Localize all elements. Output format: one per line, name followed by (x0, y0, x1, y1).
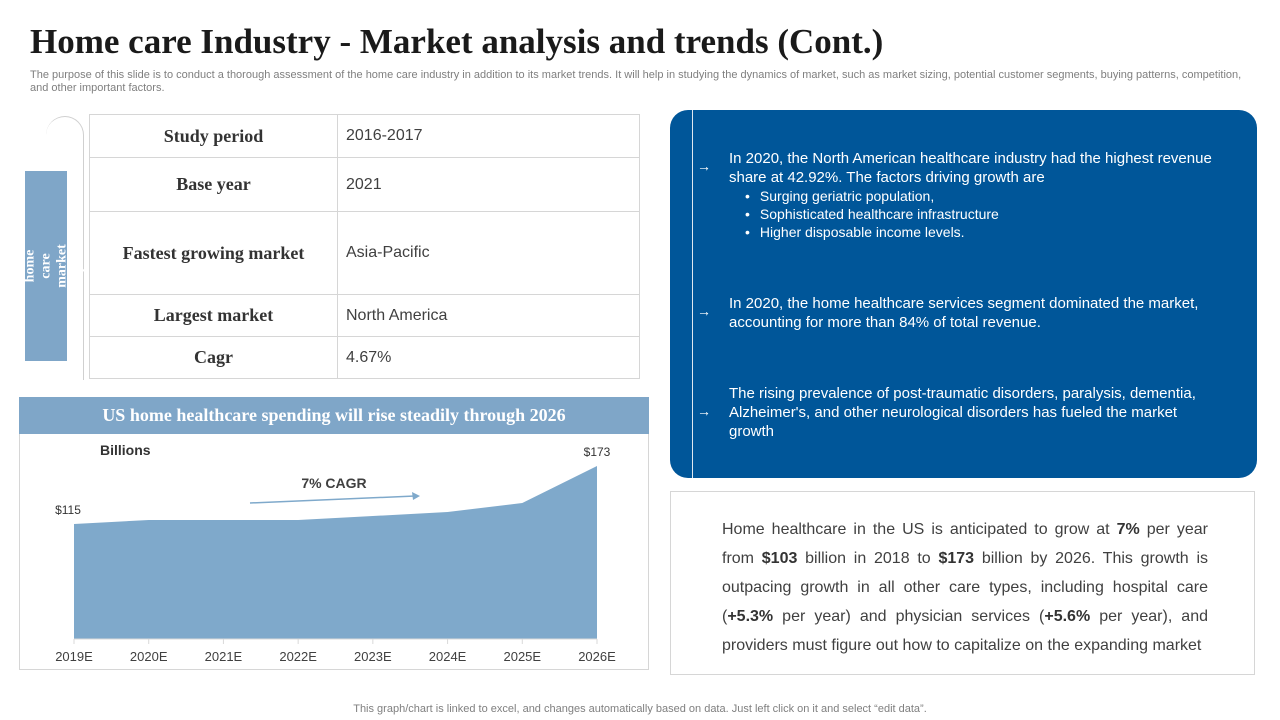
x-tick-label: 2021E (205, 649, 243, 664)
x-tick-label: 2022E (279, 649, 317, 664)
table-row: Study period 2016-2017 (89, 114, 640, 158)
arrow-right-icon: → (697, 303, 711, 319)
data-label: $173 (584, 445, 611, 459)
side-bracket (46, 116, 84, 380)
chart-container: 2019E 2020E 2021E 2022E 2023E 2024E 2025E 2026E… (19, 434, 649, 670)
cagr-arrow-head-icon (412, 492, 420, 500)
list-item: Sophisticated healthcare infrastructure (745, 205, 1239, 223)
snapshot-value: 2021 (337, 157, 640, 212)
x-tick-label: 2019E (55, 649, 93, 664)
area-chart: 2019E 2020E 2021E 2022E 2023E 2024E 2025E 2026E… (55, 442, 616, 664)
x-tick-label: 2024E (429, 649, 467, 664)
data-label: $115 (55, 503, 81, 517)
area-series (74, 466, 597, 639)
panel-divider (692, 110, 693, 478)
table-row: Base year 2021 (89, 157, 640, 212)
snapshot-key: Study period (89, 114, 338, 158)
table-row: Cagr 4.67% (89, 336, 640, 379)
insight-point-3: The rising prevalence of post-traumatic … (729, 385, 1196, 440)
insight-bullets: Surging geriatric population, Sophistica… (745, 187, 1239, 241)
x-tick-label: 2023E (354, 649, 392, 664)
side-label-text: Global home care market snapshot (6, 239, 86, 293)
footer-note: This graph/chart is linked to excel, and… (353, 703, 927, 715)
y-axis-label: Billions (100, 442, 151, 458)
page-title: Home care Industry - Market analysis and… (30, 22, 884, 61)
insight-point-1: In 2020, the North American healthcare i… (729, 149, 1239, 241)
snapshot-value: Asia-Pacific (337, 211, 640, 295)
summary-box: Home healthcare in the US is anticipated… (670, 491, 1255, 675)
arrow-right-icon: → (697, 403, 711, 419)
x-tick-label: 2026E (578, 649, 616, 664)
list-item: Higher disposable income levels. (745, 223, 1239, 241)
table-row: Fastest growing market Asia-Pacific (89, 211, 640, 295)
insight-text: In 2020, the North American healthcare i… (729, 150, 1212, 186)
chart-title: US home healthcare spending will rise st… (19, 397, 649, 434)
snapshot-key: Largest market (89, 294, 338, 337)
list-item: Surging geriatric population, (745, 187, 1239, 205)
page-subtitle: The purpose of this slide is to conduct … (30, 69, 1242, 94)
x-tick-label: 2025E (503, 649, 541, 664)
cagr-arrow-line (249, 495, 416, 504)
snapshot-key: Cagr (89, 336, 338, 379)
snapshot-table: Study period 2016-2017 Base year 2021 Fa… (89, 114, 640, 379)
x-tick-label: 2020E (130, 649, 168, 664)
insights-panel (670, 110, 1257, 478)
snapshot-value: 4.67% (337, 336, 640, 379)
table-row: Largest market North America (89, 294, 640, 337)
snapshot-key: Base year (89, 157, 338, 212)
arrow-right-icon: → (697, 158, 711, 174)
insight-point-2: In 2020, the home healthcare services se… (729, 295, 1199, 331)
cagr-annotation: 7% CAGR (301, 475, 366, 491)
side-label: Global home care market snapshot (6, 171, 85, 361)
snapshot-value: 2016-2017 (337, 114, 640, 158)
snapshot-key: Fastest growing market (89, 211, 338, 295)
snapshot-value: North America (337, 294, 640, 337)
summary-text: Home healthcare in the US is anticipated… (722, 521, 1209, 654)
